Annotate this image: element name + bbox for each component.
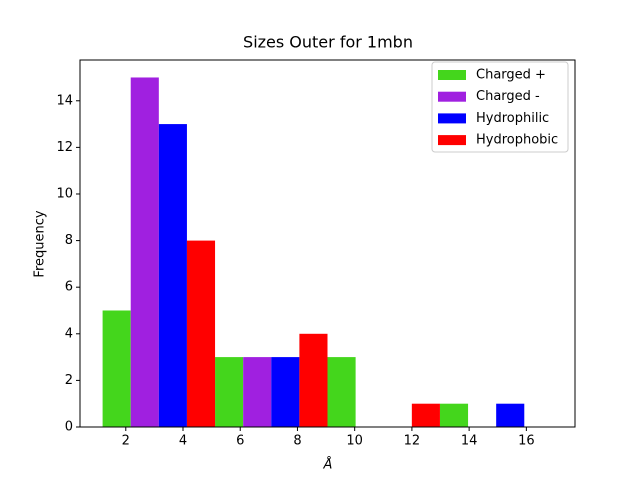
bar <box>215 357 244 427</box>
legend-box <box>431 61 569 153</box>
legend-label: Hydrophobic <box>476 133 558 148</box>
y-axis-label: Frequency <box>33 210 48 277</box>
bar <box>439 403 469 427</box>
x-axis-label: Å <box>323 457 333 473</box>
x-tick-label: 2 <box>122 434 130 449</box>
legend-label: Hydrophilic <box>476 111 549 126</box>
axes-frame <box>79 59 576 428</box>
y-tick-label: 10 <box>56 186 73 201</box>
legend-swatch <box>438 91 466 102</box>
bar <box>102 310 131 427</box>
x-tick-label: 4 <box>179 434 187 449</box>
legend-label: Charged - <box>476 89 540 104</box>
y-tick-label: 8 <box>65 233 73 248</box>
bar <box>130 77 159 427</box>
bar <box>186 240 216 427</box>
bar <box>411 403 440 427</box>
bar <box>243 357 272 427</box>
x-tick-label: 10 <box>346 434 363 449</box>
y-tick-label: 14 <box>56 93 73 108</box>
bar <box>299 333 328 427</box>
y-tick-label: 2 <box>65 373 73 388</box>
bar <box>271 357 300 427</box>
bar <box>158 124 187 427</box>
x-tick-label: 6 <box>236 434 244 449</box>
chart-title: Sizes Outer for 1mbn <box>243 33 413 52</box>
legend-swatch <box>438 70 466 80</box>
x-tick-label: 16 <box>518 434 535 449</box>
x-tick-label: 8 <box>293 434 301 449</box>
y-tick-label: 6 <box>65 280 73 295</box>
y-tick-label: 12 <box>56 140 73 155</box>
y-tick-label: 4 <box>65 326 73 341</box>
bar <box>327 357 356 427</box>
legend-label: Charged + <box>476 68 546 83</box>
x-tick-label: 14 <box>461 434 478 449</box>
bar <box>496 403 525 427</box>
legend-swatch <box>438 135 466 146</box>
y-tick-label: 0 <box>65 420 73 435</box>
x-tick-label: 12 <box>404 434 421 449</box>
legend-swatch <box>438 113 466 124</box>
